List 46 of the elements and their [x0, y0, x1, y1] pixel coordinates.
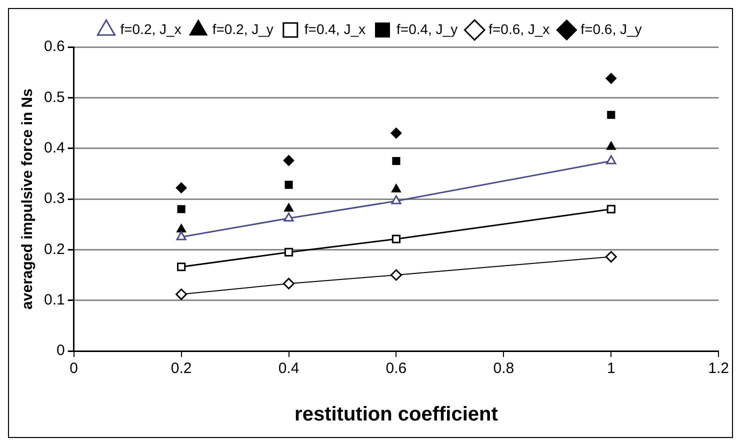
- point: [284, 212, 294, 222]
- x-tick-label: 0.2: [170, 360, 192, 378]
- point: [284, 203, 294, 212]
- point: [176, 231, 186, 240]
- x-tick-label: 0.4: [278, 360, 300, 378]
- point: [176, 182, 187, 194]
- point: [391, 195, 402, 204]
- x-tick-label: 0: [70, 360, 78, 378]
- legend-label: f=0.2, J_y: [212, 20, 274, 37]
- point: [176, 224, 186, 232]
- point: [606, 141, 616, 150]
- point: [392, 156, 400, 166]
- point: [392, 234, 400, 244]
- point: [284, 180, 293, 189]
- legend-label: f=0.4, J_x: [304, 20, 366, 37]
- point: [606, 204, 616, 214]
- point: [391, 184, 402, 192]
- y-tick-label: 0.3: [44, 190, 65, 208]
- legend-label: f=0.6, J_y: [580, 20, 642, 37]
- point: [605, 251, 617, 263]
- x-tick-label: 0.6: [386, 360, 407, 378]
- point: [177, 205, 186, 214]
- point: [177, 262, 186, 272]
- point: [390, 128, 402, 139]
- point: [284, 248, 294, 256]
- x-tick-label: 0.8: [493, 360, 514, 378]
- legend-label: f=0.6, J_x: [488, 20, 550, 37]
- y-tick-label: 0.2: [44, 240, 65, 258]
- y-tick-label: 0.1: [44, 291, 65, 308]
- legend-label: f=0.4, J_y: [396, 20, 458, 37]
- point: [283, 154, 294, 166]
- y-tick-label: 0.4: [44, 139, 65, 156]
- y-tick-label: 0: [56, 342, 65, 360]
- point: [606, 72, 617, 84]
- x-tick-label: 1: [606, 360, 616, 378]
- x-tick-label: 1.2: [708, 360, 730, 378]
- point: [176, 288, 188, 300]
- x-axis-title: restitution coefficient: [294, 404, 498, 426]
- legend-label: f=0.2, J_x: [120, 20, 182, 37]
- y-tick-label: 0.6: [44, 38, 65, 56]
- point: [606, 155, 616, 164]
- point: [283, 278, 295, 290]
- point: [607, 110, 616, 119]
- point: [390, 269, 402, 281]
- y-axis-title: averaged impulsive force in Ns: [19, 88, 36, 310]
- y-tick-label: 0.5: [44, 88, 65, 106]
